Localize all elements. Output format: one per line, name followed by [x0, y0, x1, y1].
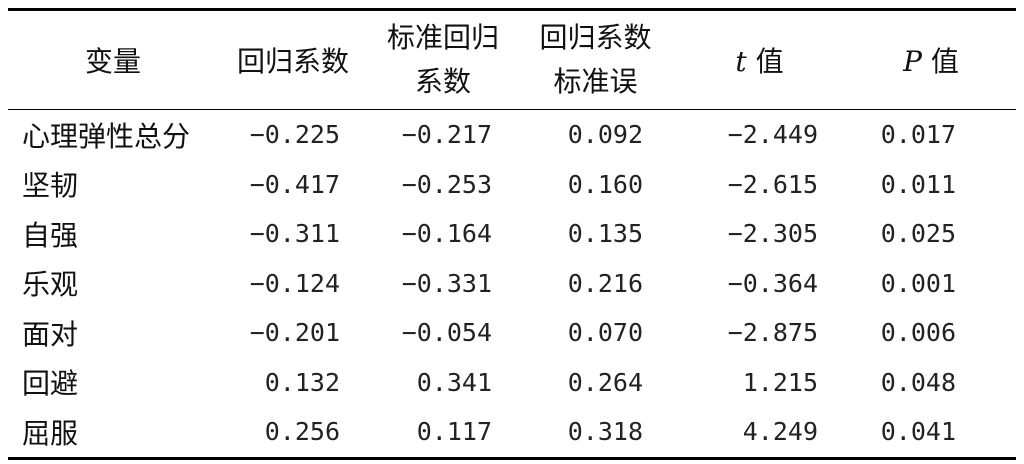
p-value-cell: 0.017: [880, 120, 956, 150]
p-value-cell: 0.048: [880, 367, 956, 397]
p-value-cell: 0.001: [880, 268, 956, 298]
standard-error-cell: 0.216: [567, 268, 643, 298]
table-row: 回避 0.132 0.341 0.264 1.215 0.048: [8, 358, 1016, 408]
standardized-coefficient-cell: −0.054: [401, 318, 492, 348]
standardized-coefficient-cell: −0.331: [401, 268, 492, 298]
table-body: 心理弹性总分 −0.225 −0.217 0.092 −2.449 0.017 坚韧 −0.4…: [8, 110, 1016, 458]
header-standardized-coefficient: 标准回归 系数: [386, 21, 499, 98]
regression-table-container: 变量 回归系数 标准回归 系数 回归系数 标准误 t 值 P 值: [8, 8, 1016, 460]
header-standard-error: 回归系数 标准误: [539, 21, 652, 98]
regression-table: 变量 回归系数 标准回归 系数 回归系数 标准误 t 值 P 值: [8, 8, 1016, 460]
coefficient-cell: 0.256: [264, 417, 340, 447]
standardized-coefficient-cell: −0.217: [401, 120, 492, 150]
t-value-cell: 1.215: [742, 367, 818, 397]
standard-error-cell: 0.160: [567, 169, 643, 199]
variable-name-cell: 面对: [22, 317, 79, 351]
coefficient-cell: −0.417: [249, 169, 340, 199]
variable-name-cell: 乐观: [22, 268, 79, 302]
header-t-value: t 值: [735, 45, 784, 78]
standard-error-cell: 0.092: [567, 120, 643, 150]
p-value-cell: 0.011: [880, 169, 956, 199]
table-row: 坚韧 −0.417 −0.253 0.160 −2.615 0.011: [8, 160, 1016, 210]
header-coefficient: 回归系数: [236, 45, 349, 78]
table-header: 变量 回归系数 标准回归 系数 回归系数 标准误 t 值 P 值: [8, 9, 1016, 110]
standardized-coefficient-cell: 0.341: [416, 367, 492, 397]
p-value-cell: 0.025: [880, 219, 956, 249]
standard-error-cell: 0.264: [567, 367, 643, 397]
header-p-value: P 值: [903, 45, 959, 78]
table-row: 自强 −0.311 −0.164 0.135 −2.305 0.025: [8, 209, 1016, 259]
table-row: 屈服 0.256 0.117 0.318 4.249 0.041: [8, 407, 1016, 458]
standardized-coefficient-cell: −0.164: [401, 219, 492, 249]
variable-name-cell: 心理弹性总分: [22, 119, 191, 153]
standard-error-cell: 0.070: [567, 318, 643, 348]
coefficient-cell: −0.201: [249, 318, 340, 348]
p-value-cell: 0.041: [880, 417, 956, 447]
table-row: 面对 −0.201 −0.054 0.070 −2.875 0.006: [8, 308, 1016, 358]
coefficient-cell: 0.132: [264, 367, 340, 397]
table-row: 乐观 −0.124 −0.331 0.216 −0.364 0.001: [8, 259, 1016, 309]
table-row: 心理弹性总分 −0.225 −0.217 0.092 −2.449 0.017: [8, 110, 1016, 160]
t-value-cell: −2.615: [727, 169, 818, 199]
t-value-cell: −2.875: [727, 318, 818, 348]
t-value-cell: −0.364: [727, 268, 818, 298]
t-value-cell: −2.449: [727, 120, 818, 150]
standard-error-cell: 0.135: [567, 219, 643, 249]
header-row: 变量 回归系数 标准回归 系数 回归系数 标准误 t 值 P 值: [8, 9, 1016, 110]
variable-name-cell: 回避: [22, 367, 79, 401]
t-value-cell: −2.305: [727, 219, 818, 249]
header-variable: 变量: [84, 45, 141, 78]
variable-name-cell: 自强: [22, 218, 79, 252]
coefficient-cell: −0.225: [249, 120, 340, 150]
standard-error-cell: 0.318: [567, 417, 643, 447]
variable-name-cell: 坚韧: [22, 169, 79, 203]
standardized-coefficient-cell: 0.117: [416, 417, 492, 447]
coefficient-cell: −0.311: [249, 219, 340, 249]
variable-name-cell: 屈服: [22, 416, 79, 450]
coefficient-cell: −0.124: [249, 268, 340, 298]
t-value-cell: 4.249: [742, 417, 818, 447]
standardized-coefficient-cell: −0.253: [401, 169, 492, 199]
p-value-cell: 0.006: [880, 318, 956, 348]
